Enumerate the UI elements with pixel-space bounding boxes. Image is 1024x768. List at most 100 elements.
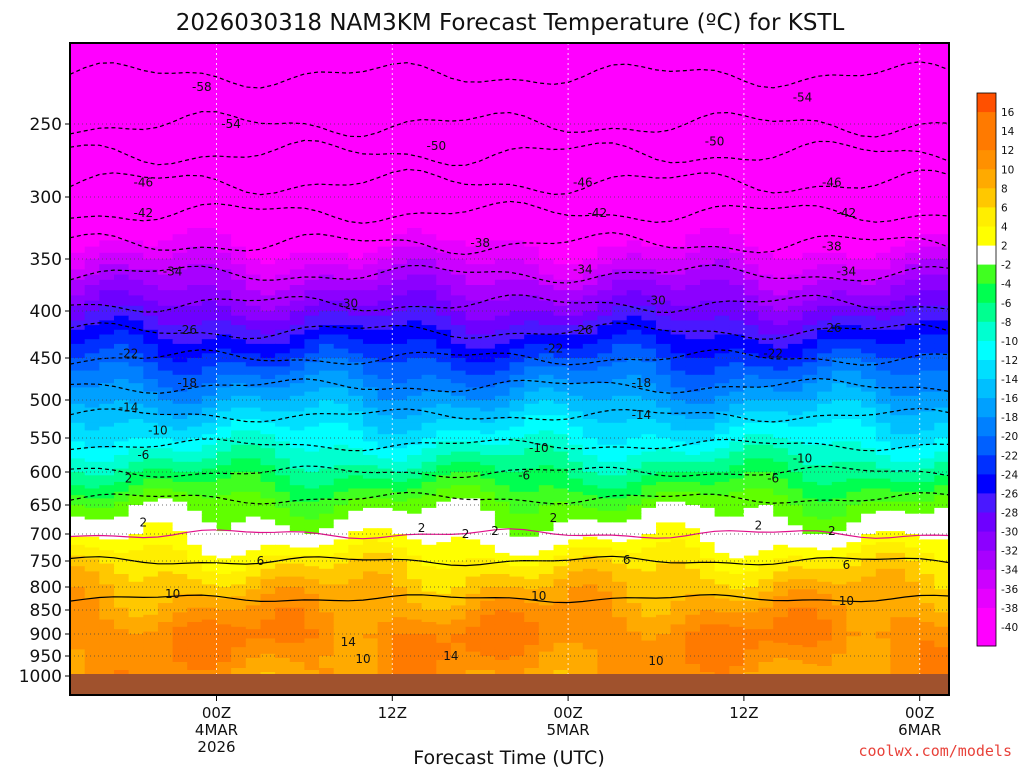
temperature-cell <box>494 279 511 286</box>
temperature-cell <box>597 441 613 446</box>
temperature-cell <box>861 320 877 326</box>
temperature-cell <box>99 379 115 384</box>
temperature-cell <box>157 290 174 296</box>
temperature-cell <box>319 116 335 125</box>
temperature-cell <box>773 57 789 66</box>
temperature-cell <box>407 320 423 326</box>
temperature-cell <box>465 419 481 424</box>
temperature-cell <box>450 426 467 431</box>
temperature-cell <box>685 325 701 331</box>
temperature-cell <box>641 334 657 340</box>
temperature-cell <box>905 295 921 302</box>
temperature-cell <box>333 274 349 281</box>
temperature-cell <box>99 203 115 210</box>
temperature-cell <box>905 65 921 74</box>
temperature-cell <box>905 458 921 463</box>
temperature-cell <box>187 305 203 312</box>
temperature-cell <box>289 458 305 463</box>
temperature-cell <box>597 87 613 96</box>
temperature-cell <box>538 285 555 291</box>
temperature-cell <box>392 153 408 162</box>
temperature-cell <box>494 290 511 296</box>
temperature-cell <box>187 285 203 291</box>
temperature-cell <box>729 329 745 336</box>
temperature-cell <box>421 57 437 66</box>
temperature-cell <box>348 209 364 217</box>
temperature-cell <box>553 451 569 456</box>
temperature-cell <box>275 395 291 401</box>
temperature-cell <box>289 370 305 376</box>
temperature-cell <box>597 57 613 66</box>
temperature-cell <box>582 87 598 96</box>
temperature-cell <box>480 343 496 350</box>
temperature-cell <box>99 252 115 260</box>
temperature-cell <box>641 455 657 459</box>
temperature-cell <box>919 101 935 110</box>
temperature-cell <box>612 300 628 307</box>
temperature-cell <box>656 334 672 340</box>
temperature-cell <box>700 315 716 321</box>
temperature-cell <box>524 391 540 397</box>
temperature-cell <box>143 72 159 81</box>
temperature-cell <box>919 269 935 276</box>
temperature-cell <box>348 175 364 183</box>
temperature-cell <box>201 451 218 456</box>
temperature-cell <box>700 426 716 431</box>
temperature-cell <box>524 65 540 74</box>
temperature-cell <box>260 279 276 286</box>
temperature-cell <box>114 57 130 66</box>
temperature-cell <box>128 305 144 312</box>
temperature-cell <box>714 407 730 412</box>
temperature-cell <box>172 320 188 326</box>
temperature-cell <box>421 228 437 235</box>
temperature-cell <box>465 374 481 380</box>
temperature-cell <box>700 366 716 372</box>
temperature-cell <box>787 160 804 169</box>
temperature-cell <box>568 403 584 409</box>
temperature-cell <box>656 391 672 397</box>
temperature-cell <box>656 50 672 59</box>
temperature-cell <box>377 175 393 183</box>
temperature-cell <box>919 252 935 260</box>
temperature-cell <box>773 472 789 476</box>
temperature-cell <box>787 131 804 140</box>
temperature-cell <box>875 290 891 296</box>
temperature-cell <box>245 221 262 229</box>
temperature-cell <box>289 234 305 241</box>
temperature-cell <box>861 343 877 350</box>
temperature-cell <box>333 138 349 147</box>
temperature-cell <box>524 79 540 88</box>
temperature-cell <box>289 79 305 88</box>
temperature-cell <box>700 274 716 281</box>
temperature-cell <box>890 182 906 191</box>
temperature-cell <box>231 362 247 367</box>
temperature-cell <box>84 189 100 198</box>
temperature-cell <box>568 109 584 118</box>
temperature-cell <box>84 325 100 331</box>
temperature-cell <box>114 94 130 103</box>
temperature-cell <box>817 215 833 223</box>
temperature-cell <box>450 50 467 59</box>
temperature-cell <box>172 295 188 302</box>
temperature-cell <box>582 444 598 449</box>
temperature-cell <box>450 215 467 223</box>
temperature-cell <box>743 407 760 412</box>
temperature-cell <box>231 343 247 350</box>
temperature-cell <box>582 374 598 380</box>
temperature-cell <box>494 448 511 453</box>
temperature-cell <box>245 434 262 439</box>
temperature-cell <box>538 395 555 401</box>
temperature-cell <box>641 305 657 312</box>
temperature-cell <box>348 391 364 397</box>
temperature-cell <box>187 182 203 191</box>
temperature-cell <box>392 43 408 51</box>
temperature-cell <box>319 426 335 431</box>
temperature-cell <box>201 343 218 350</box>
temperature-cell <box>436 109 452 118</box>
temperature-cell <box>304 411 320 416</box>
temperature-cell <box>553 109 569 118</box>
temperature-cell <box>436 379 452 384</box>
temperature-cell <box>201 94 218 103</box>
temperature-cell <box>802 339 818 345</box>
temperature-cell <box>465 124 481 132</box>
